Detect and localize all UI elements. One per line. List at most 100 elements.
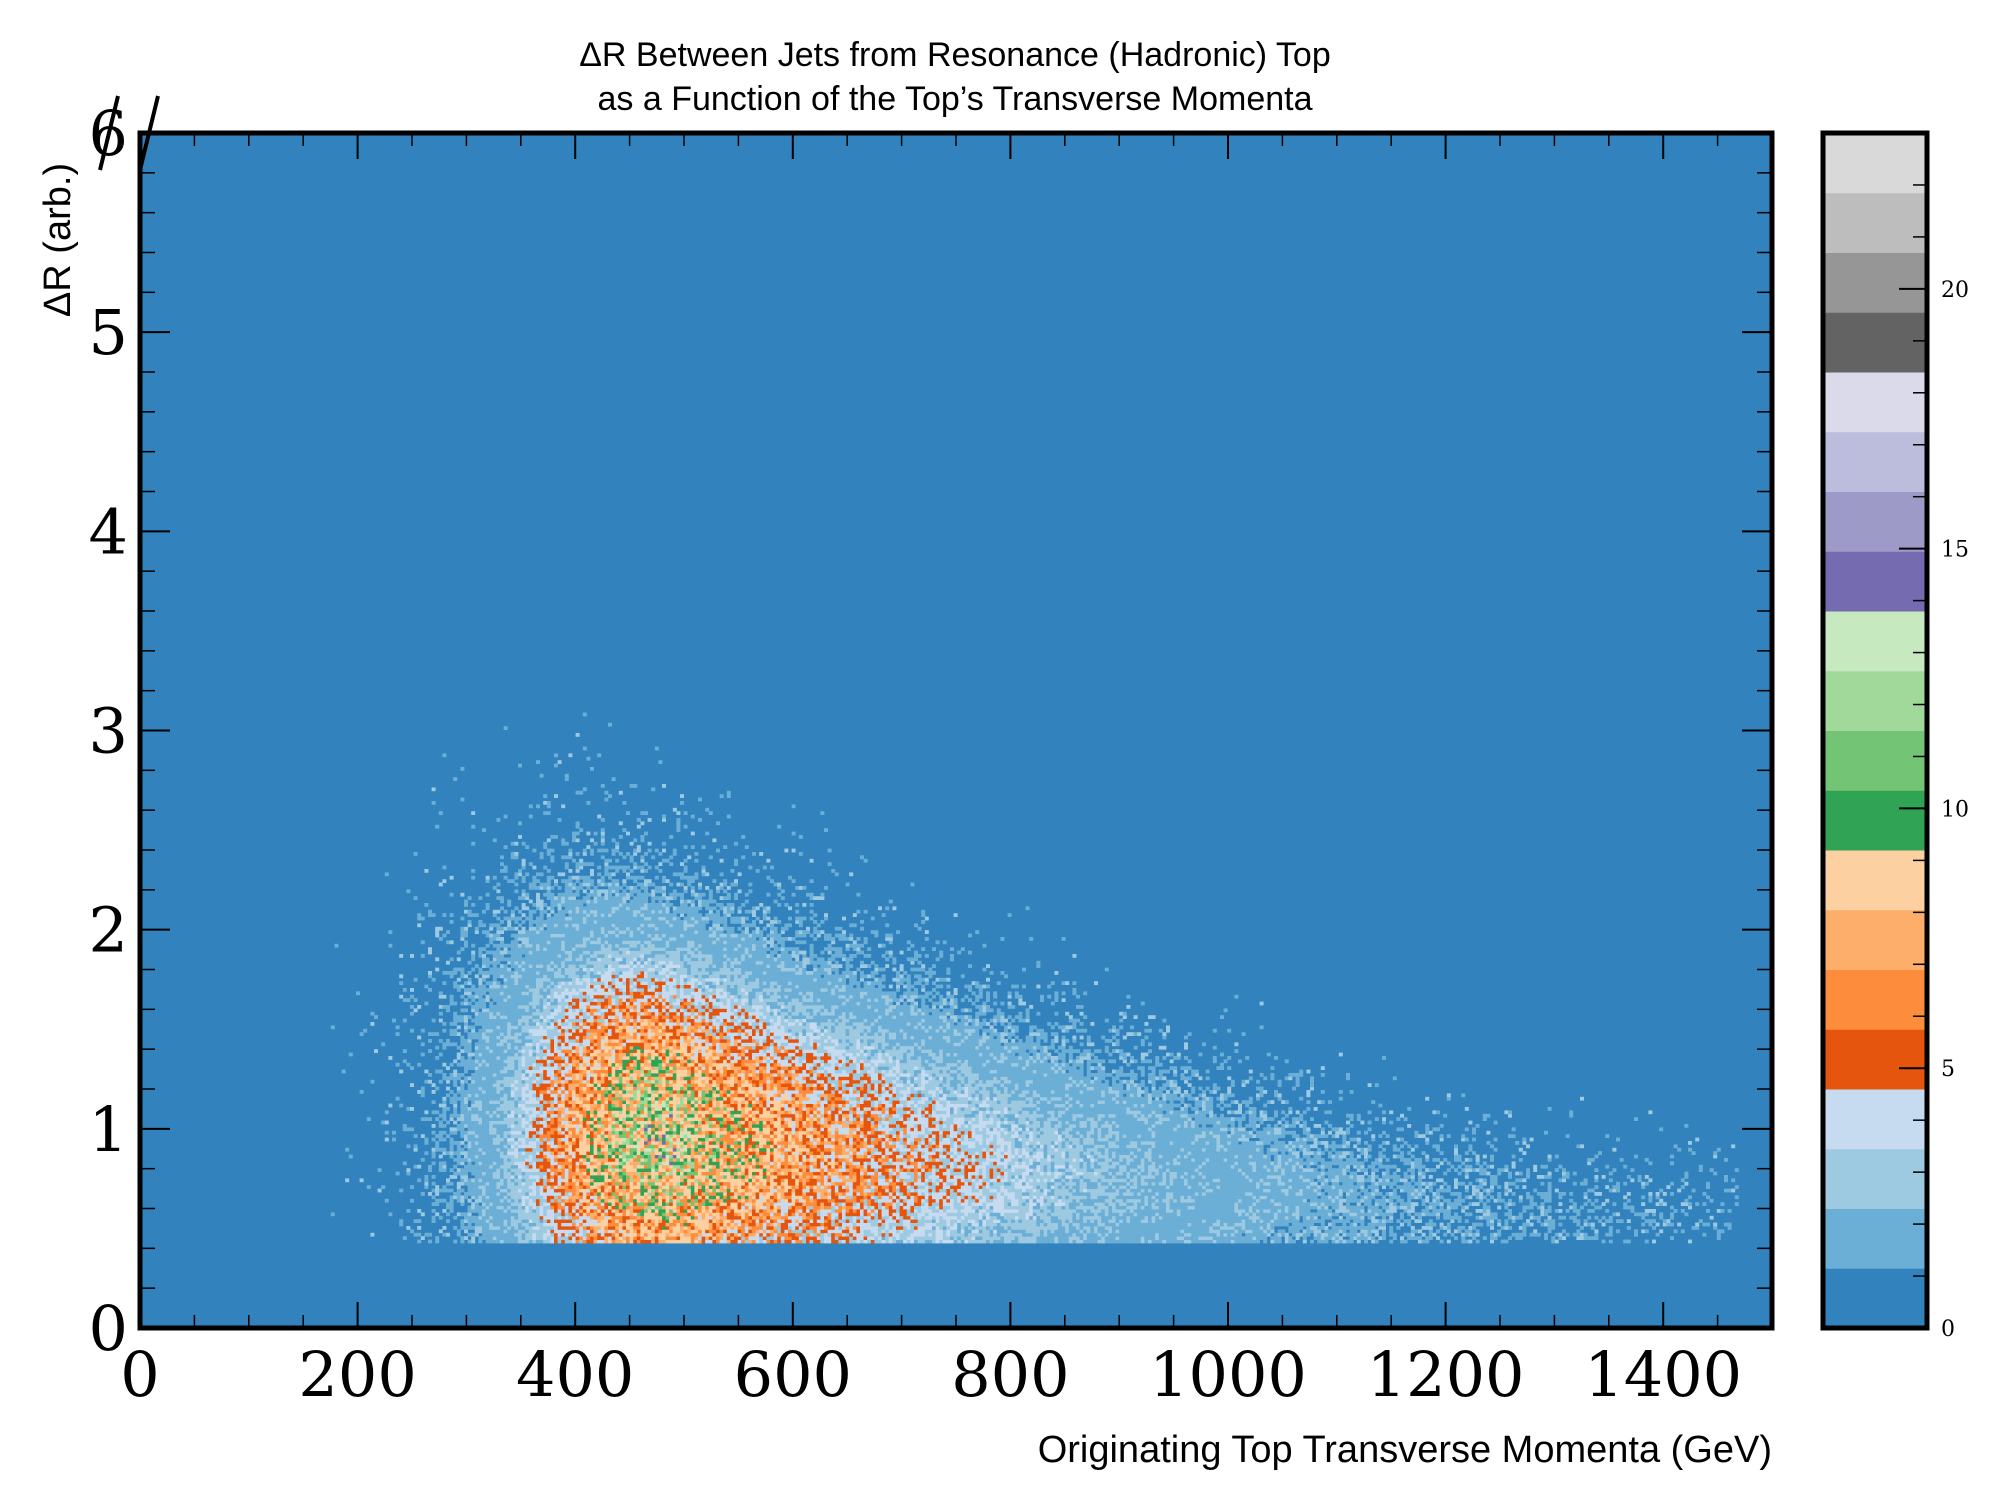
heatmap-cell <box>510 974 515 979</box>
heatmap-cell <box>521 981 526 985</box>
heatmap-cell <box>525 1185 530 1189</box>
heatmap-cell <box>521 1164 526 1169</box>
heatmap-cell <box>518 930 522 934</box>
heatmap-cell <box>496 1079 501 1084</box>
heatmap-cell <box>568 926 573 931</box>
heatmap-cell <box>579 1100 584 1104</box>
heatmap-cell <box>611 1134 616 1138</box>
heatmap-cell <box>579 875 584 880</box>
heatmap-cell <box>615 974 620 979</box>
heatmap-cell <box>431 1137 436 1142</box>
heatmap-cell <box>453 1093 458 1098</box>
heatmap-cell <box>478 1147 483 1152</box>
heatmap-cell <box>503 1059 508 1064</box>
heatmap-cell <box>485 1236 490 1240</box>
heatmap-cell <box>608 1066 612 1070</box>
heatmap-cell <box>478 947 483 951</box>
heatmap-cell <box>539 1124 544 1128</box>
heatmap-cell <box>572 1130 576 1135</box>
heatmap-cell <box>485 1062 490 1067</box>
heatmap-cell <box>464 1192 468 1196</box>
heatmap-cell <box>604 981 609 985</box>
heatmap-cell <box>449 1198 454 1203</box>
heatmap-cell <box>528 1212 533 1217</box>
heatmap-cell <box>492 1018 497 1023</box>
heatmap-cell <box>568 1008 573 1013</box>
heatmap-cell <box>546 1039 551 1043</box>
heatmap-cell <box>539 920 544 924</box>
heatmap-cell <box>608 984 612 989</box>
heatmap-cell <box>608 1052 612 1057</box>
heatmap-cell <box>478 1195 483 1200</box>
heatmap-cell <box>471 1032 476 1036</box>
heatmap-cell <box>500 1232 504 1237</box>
heatmap-cell <box>582 1124 587 1128</box>
heatmap-cell <box>611 1008 616 1013</box>
heatmap-cell <box>489 1188 494 1193</box>
heatmap-cell <box>492 1015 497 1019</box>
heatmap-cell <box>611 903 616 907</box>
heatmap-cell <box>615 892 620 897</box>
heatmap-cell <box>622 1052 627 1057</box>
heatmap-cell <box>474 1096 479 1101</box>
heatmap-cell <box>593 1178 598 1183</box>
heatmap-cell <box>489 937 494 941</box>
heatmap-cell <box>489 1076 494 1081</box>
heatmap-cell <box>528 1056 533 1060</box>
heatmap-cell <box>507 1212 512 1217</box>
heatmap-cells <box>330 712 1739 1244</box>
heatmap-cell <box>590 1141 594 1145</box>
heatmap-cell <box>467 1001 472 1006</box>
heatmap-cell <box>507 1093 512 1098</box>
heatmap-cell <box>478 1005 483 1009</box>
heatmap-cell <box>521 950 526 955</box>
heatmap-cell <box>561 1171 566 1176</box>
heatmap-cell <box>539 909 544 914</box>
heatmap-cell <box>521 1022 526 1026</box>
heatmap-cell <box>593 1215 598 1220</box>
heatmap-cell <box>478 1100 483 1104</box>
heatmap-cell <box>554 1151 558 1155</box>
heatmap-cell <box>597 1110 602 1115</box>
heatmap-cell <box>590 1015 594 1019</box>
heatmap-cell <box>420 940 425 945</box>
heatmap-cell <box>496 1209 501 1213</box>
heatmap-cell <box>550 1059 555 1064</box>
heatmap-cell <box>582 1086 587 1091</box>
heatmap-cell <box>489 1045 494 1050</box>
heatmap-cell <box>586 1056 591 1060</box>
heatmap-cell <box>507 1015 512 1019</box>
heatmap-cell <box>586 1035 591 1040</box>
heatmap-cell <box>590 1226 594 1230</box>
heatmap-cell <box>615 957 620 962</box>
heatmap-cell <box>507 994 512 999</box>
heatmap-cell <box>449 1195 454 1200</box>
heatmap-cell <box>561 1011 566 1016</box>
heatmap-cell <box>500 1096 504 1101</box>
heatmap-cell <box>528 1069 533 1074</box>
heatmap-cell <box>514 964 519 968</box>
heatmap-cell <box>510 954 515 958</box>
heatmap-cell <box>528 814 533 819</box>
heatmap-cell <box>478 1052 483 1057</box>
heatmap-cell <box>546 1151 551 1155</box>
heatmap-cell <box>500 1215 504 1220</box>
heatmap-cell <box>600 818 605 822</box>
heatmap-cell <box>395 1171 400 1176</box>
heatmap-cell <box>561 994 566 999</box>
heatmap-cell <box>604 1158 609 1162</box>
heatmap-cell <box>557 1161 562 1166</box>
heatmap-cell <box>586 1185 591 1189</box>
heatmap-cell <box>568 1236 573 1240</box>
heatmap-cell <box>518 1144 522 1149</box>
heatmap-cell <box>518 950 522 955</box>
heatmap-cell <box>611 1001 616 1006</box>
heatmap-cell <box>579 1093 584 1098</box>
heatmap-cell <box>604 947 609 951</box>
heatmap-cell <box>503 1022 508 1026</box>
heatmap-cell <box>561 1229 566 1234</box>
heatmap-cell <box>575 838 580 843</box>
heatmap-cell <box>478 988 483 992</box>
heatmap-cell <box>586 1005 591 1009</box>
heatmap-cell <box>575 1229 580 1234</box>
